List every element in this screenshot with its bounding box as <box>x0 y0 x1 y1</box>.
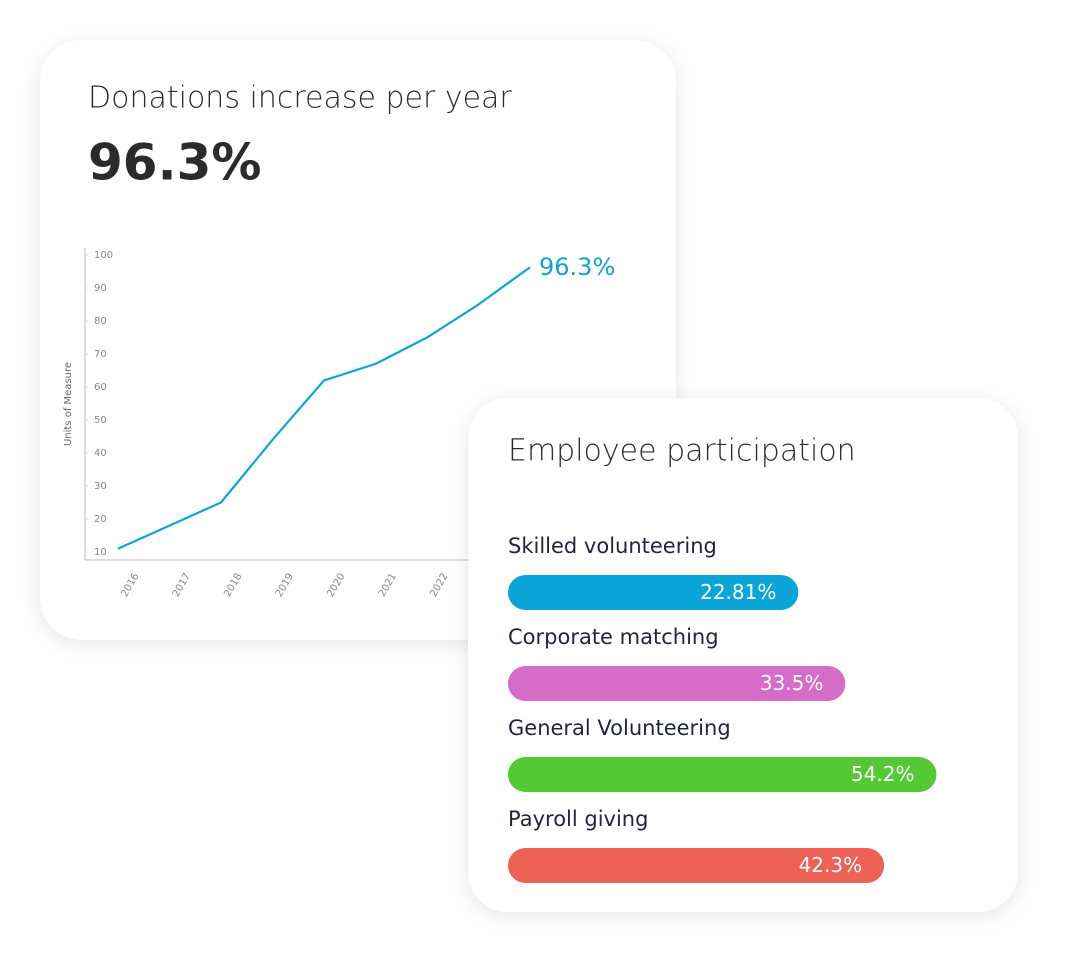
card-title: Employee participation <box>508 434 856 469</box>
y-tick-label: 80 <box>94 316 107 327</box>
value-label: 54.2% <box>851 762 915 786</box>
line <box>117 266 531 550</box>
headline-value: 96.3% <box>88 134 261 192</box>
y-tick-label: 10 <box>94 547 107 558</box>
value-label: 42.3% <box>799 853 863 877</box>
y-tick-label: 70 <box>94 349 107 360</box>
y-tick-label: 100 <box>94 250 113 261</box>
y-tick-label: 60 <box>94 382 107 393</box>
value-label: 22.81% <box>700 580 776 604</box>
card-title: Donations increase per year <box>88 81 512 116</box>
bar <box>508 666 846 701</box>
category-label: Corporate matching <box>508 625 719 649</box>
card <box>468 398 1018 912</box>
value-label: 96.3% <box>539 253 615 281</box>
y-tick-label: 20 <box>94 514 107 525</box>
y-tick-label: 90 <box>94 283 107 294</box>
y-tick-label: 40 <box>94 448 107 459</box>
participation-card: Employee participation Skilled volunteer… <box>468 398 1018 912</box>
y-tick-label: 30 <box>94 481 107 492</box>
category-label: General Volunteering <box>508 716 731 740</box>
value-label: 33.5% <box>760 671 824 695</box>
category-label: Payroll giving <box>508 807 648 831</box>
y-tick-label: 50 <box>94 415 107 426</box>
bar <box>508 575 799 610</box>
bar <box>508 848 885 883</box>
bar <box>508 757 937 792</box>
category-label: Skilled volunteering <box>508 534 717 558</box>
y-axis-label: Units of Measure <box>63 362 74 446</box>
